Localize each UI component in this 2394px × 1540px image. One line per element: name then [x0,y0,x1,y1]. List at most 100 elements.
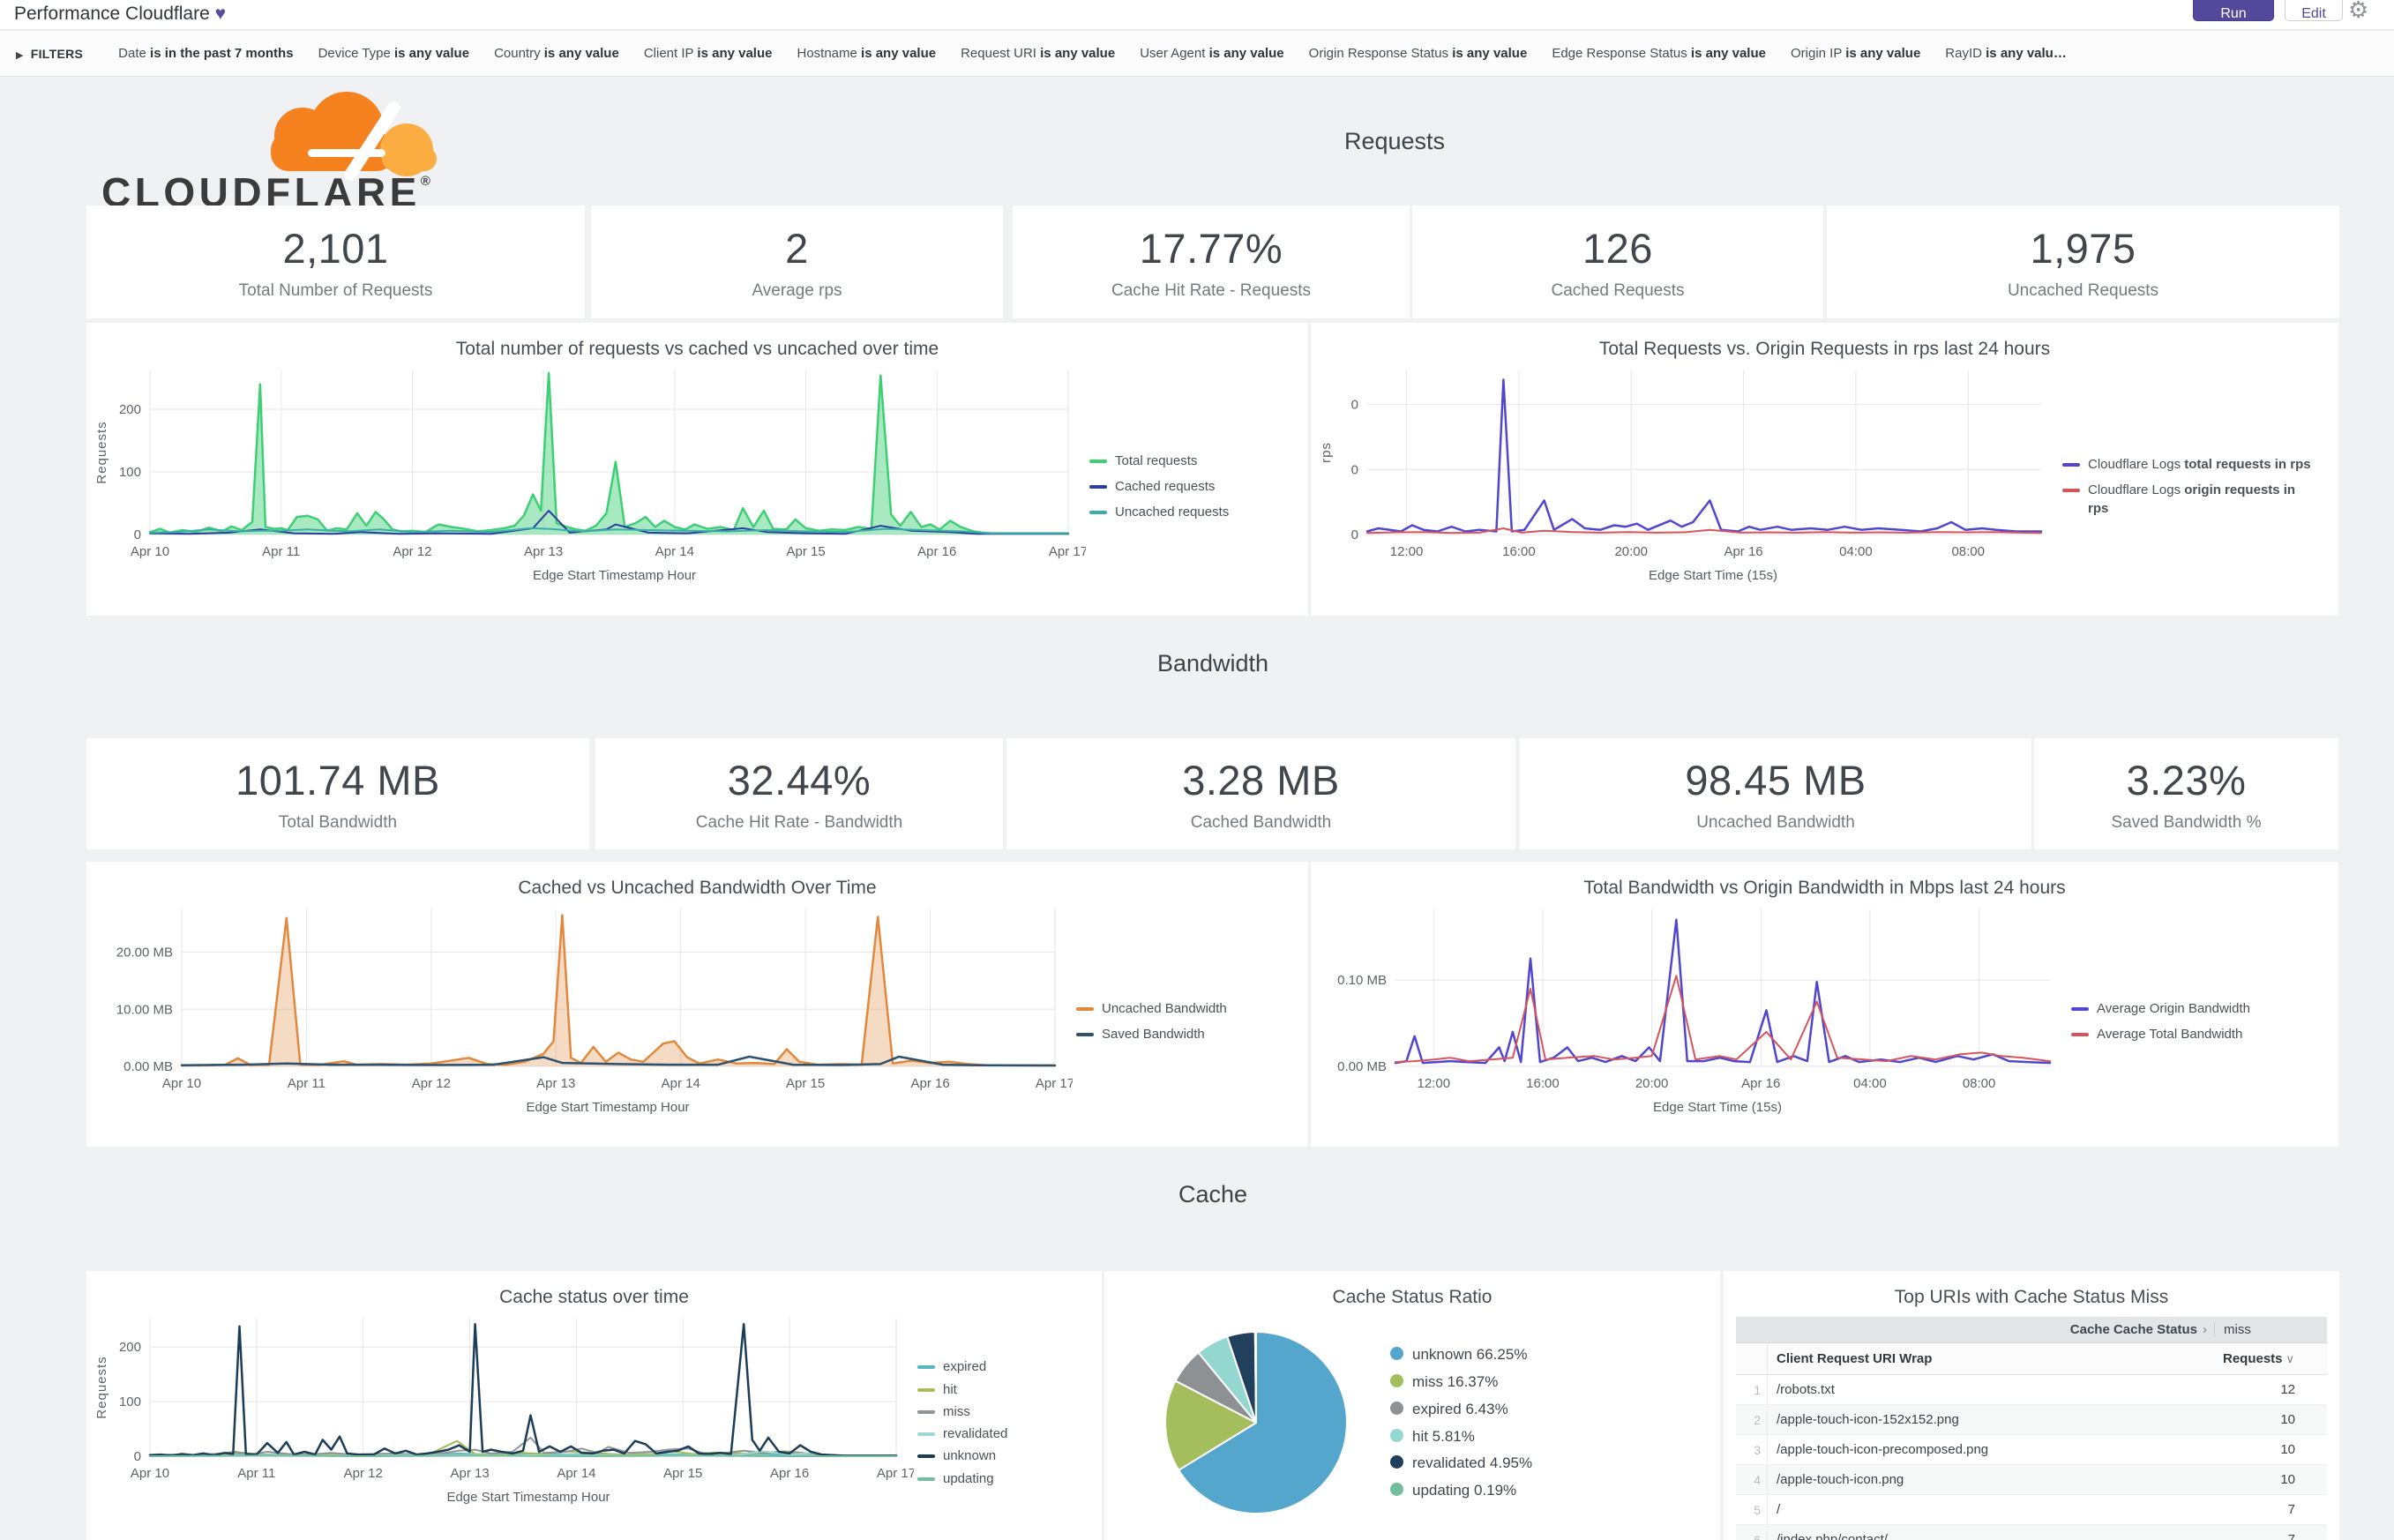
legend-item[interactable]: Uncached Bandwidth [1076,1000,1277,1018]
legend-swatch [1089,459,1107,463]
pie-legend-item[interactable]: hit 5.81% [1390,1427,1532,1447]
legend-item[interactable]: unknown [917,1447,1062,1465]
table-row[interactable]: 1/robots.txt 12 [1736,1375,2327,1405]
legend-label: expired 6.43% [1412,1400,1508,1417]
cache-status-ratio-pie[interactable] [1157,1324,1360,1522]
table-row[interactable]: 4/apple-touch-icon.png 10 [1736,1465,2327,1495]
legend-item[interactable]: Cloudflare Logs origin requests in rps [2062,482,2315,518]
stat-value[interactable]: 32.44% [727,756,872,804]
table-row[interactable]: 5 / 7 [1736,1495,2327,1525]
filter-user-agent[interactable]: User Agent is any value [1140,46,1283,61]
filters-toggle[interactable]: ▶ FILTERS [16,47,83,61]
legend-item[interactable]: expired [917,1358,1062,1376]
stat-cache-hit-rate-bandwidth[interactable]: 32.44% Cache Hit Rate - Bandwidth [595,738,1003,849]
stat-average-rps[interactable]: 2 Average rps [591,206,1003,318]
pie-legend-item[interactable]: revalidated 4.95% [1390,1454,1532,1474]
table-row[interactable]: 2/apple-touch-icon-152x152.png 10 [1736,1405,2327,1435]
row-number: 3 [1736,1435,1768,1464]
legend-swatch [917,1409,935,1414]
table-header-row: Client Request URI Wrap Requests ∨ [1736,1343,2327,1375]
stat-cached-bandwidth[interactable]: 3.28 MB Cached Bandwidth [1006,738,1515,849]
pivot-value: miss [2214,1322,2327,1337]
stat-value[interactable]: 2,101 [282,224,389,272]
edit-button[interactable]: Edit [2285,0,2343,21]
stat-total-requests[interactable]: 2,101 Total Number of Requests [86,206,585,318]
legend-item[interactable]: updating [917,1470,1062,1488]
legend-item[interactable]: Total requests [1089,452,1278,470]
run-button[interactable]: Run [2193,0,2274,21]
requests-cell[interactable]: 10 [2280,1412,2295,1427]
legend-label: updating 0.19% [1412,1482,1517,1499]
stat-uncached-requests[interactable]: 1,975 Uncached Requests [1827,206,2339,318]
filter-client-ip[interactable]: Client IP is any value [644,46,773,61]
requests-cell[interactable]: 10 [2280,1472,2295,1487]
bandwidth-over-time-chart[interactable]: 0.00 MB 10.00 MB 20.00 MB Apr 10 Apr 11 Apr 1… [94,901,1073,1096]
stat-total-bandwidth[interactable]: 101.74 MB Total Bandwidth [86,738,589,849]
row-number: 5 [1736,1495,1768,1524]
chart-tile-bandwidth-over-time: Cached vs Uncached Bandwidth Over Time 0… [86,862,1308,1147]
mbps-24h-chart[interactable]: 0.00 MB 0.10 MB 12:00 16:00 20:00 Apr 16 04:00… [1318,901,2068,1096]
filter-date[interactable]: Date is in the past 7 months [118,46,293,61]
stat-value[interactable]: 101.74 MB [236,756,440,804]
stat-label: Cached Bandwidth [1190,812,1332,832]
filter-origin-response-status[interactable]: Origin Response Status is any value [1309,46,1528,61]
cache-status-over-time-chart[interactable]: 0 100 200 Apr 10 Apr 11 Apr 12 Apr 13 Apr 14 Apr… [94,1310,914,1486]
uri-cell[interactable]: / [1777,1502,1781,1517]
stat-value[interactable]: 126 [1582,224,1653,272]
stat-value[interactable]: 1,975 [2030,224,2136,272]
chevron-right-icon: › [2203,1322,2207,1337]
uri-cell[interactable]: /index.php/contact/ [1777,1532,1888,1540]
legend-item[interactable]: Cloudflare Logs total requests in rps [2062,456,2315,474]
table-row[interactable]: 3/apple-touch-icon-precomposed.png 10 [1736,1435,2327,1465]
filter-origin-ip[interactable]: Origin IP is any value [1791,46,1920,61]
filter-edge-response-status[interactable]: Edge Response Status is any value [1552,46,1766,61]
pie-legend-item[interactable]: unknown 66.25% [1390,1345,1532,1365]
uri-column-header[interactable]: Client Request URI Wrap [1777,1351,1933,1366]
pie-slice-unknown[interactable] [1178,1331,1348,1514]
gear-icon[interactable]: ⚙ [2348,0,2369,23]
stat-cached-requests[interactable]: 126 Cached Requests [1412,206,1823,318]
filter-rayid[interactable]: RayID is any valu… [1945,46,2067,61]
legend-item[interactable]: hit [917,1381,1062,1399]
filter-country[interactable]: Country is any value [494,46,619,61]
requests-over-time-chart[interactable]: 0 100 200 Apr 10 Apr 11 Apr 12 Apr 13 Apr 14 Apr… [94,362,1086,564]
filter-device-type[interactable]: Device Type is any value [318,46,470,61]
pie-slice-miss[interactable] [1164,1379,1257,1471]
pie-legend-item[interactable]: expired 6.43% [1390,1400,1532,1420]
table-row[interactable]: 6/index.php/contact/7 [1736,1525,2327,1540]
requests-cell[interactable]: 7 [2287,1502,2295,1517]
pie-legend-item[interactable]: miss 16.37% [1390,1372,1532,1393]
stat-value[interactable]: 98.45 MB [1685,756,1867,804]
legend-item[interactable]: miss [917,1403,1062,1421]
requests-cell[interactable]: 10 [2280,1442,2295,1457]
pie-legend-item[interactable]: updating 0.19% [1390,1481,1532,1501]
stat-value[interactable]: 2 [785,224,809,272]
stat-uncached-bandwidth[interactable]: 98.45 MB Uncached Bandwidth [1520,738,2031,849]
requests-cell[interactable]: 7 [2287,1532,2295,1540]
filter-hostname[interactable]: Hostname is any value [797,46,936,61]
requests-cell[interactable]: 12 [2280,1382,2295,1397]
legend-item[interactable]: revalidated [917,1425,1062,1443]
uri-cell[interactable]: /apple-touch-icon-152x152.png [1777,1412,1959,1427]
legend-item[interactable]: Uncached requests [1089,504,1278,521]
legend-item[interactable]: Average Total Bandwidth [2071,1026,2308,1043]
rps-24h-chart[interactable]: 0 0 0 12:00 16:00 20:00 Apr 16 04:00 08:00 rps [1318,362,2059,564]
pie-slice-updating[interactable] [1253,1331,1257,1424]
requests-column-header[interactable]: Requests ∨ [2214,1351,2327,1366]
legend-item[interactable]: Average Origin Bandwidth [2071,1000,2308,1018]
stat-value[interactable]: 3.28 MB [1182,756,1340,804]
stat-value[interactable]: 3.23% [2126,756,2247,804]
uri-cell[interactable]: /apple-touch-icon-precomposed.png [1777,1442,1989,1457]
uri-cell[interactable]: /apple-touch-icon.png [1777,1472,1904,1487]
legend-item[interactable]: Saved Bandwidth [1076,1026,1277,1043]
legend-label: hit 5.81% [1412,1427,1475,1445]
stat-cache-hit-rate-requests[interactable]: 17.77% Cache Hit Rate - Requests [1013,206,1410,318]
legend-item[interactable]: Cached requests [1089,478,1278,496]
svg-text:Apr 15: Apr 15 [786,1076,825,1091]
stat-value[interactable]: 17.77% [1139,224,1283,272]
pivot-field-label[interactable]: Cache Cache Status › [1736,1322,2214,1337]
stat-saved-bandwidth-pct[interactable]: 3.23% Saved Bandwidth % [2034,738,2338,849]
uri-cell[interactable]: /robots.txt [1777,1382,1835,1397]
row-number: 2 [1736,1405,1768,1434]
filter-request-uri[interactable]: Request URI is any value [961,46,1115,61]
